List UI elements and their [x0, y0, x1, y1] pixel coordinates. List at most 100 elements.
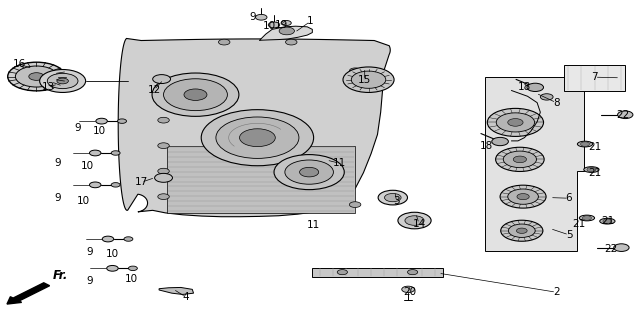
Circle shape — [349, 68, 361, 74]
Text: 9: 9 — [87, 276, 93, 286]
Text: 21: 21 — [601, 216, 614, 226]
Circle shape — [153, 75, 171, 84]
Circle shape — [90, 150, 101, 156]
Circle shape — [513, 156, 527, 163]
Circle shape — [503, 151, 536, 168]
Text: 2: 2 — [553, 287, 559, 297]
Circle shape — [337, 270, 348, 275]
Circle shape — [111, 151, 120, 155]
Text: 13: 13 — [42, 82, 55, 92]
Text: 10: 10 — [262, 21, 275, 31]
Circle shape — [40, 69, 86, 92]
Circle shape — [487, 108, 543, 136]
Ellipse shape — [600, 218, 615, 224]
Circle shape — [124, 237, 133, 241]
Text: 15: 15 — [358, 75, 371, 85]
Text: 1: 1 — [307, 16, 314, 27]
Polygon shape — [564, 65, 625, 91]
Text: 16: 16 — [13, 60, 26, 69]
Circle shape — [540, 94, 553, 100]
Text: 9: 9 — [55, 158, 61, 168]
Text: 4: 4 — [182, 292, 189, 302]
Circle shape — [349, 202, 361, 207]
Circle shape — [508, 119, 523, 126]
Circle shape — [496, 113, 534, 132]
Circle shape — [152, 73, 239, 116]
Text: 5: 5 — [566, 230, 572, 240]
Text: 21: 21 — [588, 142, 601, 152]
Circle shape — [408, 270, 418, 275]
Circle shape — [614, 244, 629, 252]
Text: 3: 3 — [394, 196, 400, 206]
Circle shape — [164, 79, 227, 111]
Circle shape — [102, 236, 114, 242]
Text: 14: 14 — [412, 219, 426, 229]
Text: 6: 6 — [566, 193, 572, 203]
Circle shape — [158, 168, 170, 174]
Circle shape — [158, 143, 170, 148]
Circle shape — [15, 66, 58, 87]
Circle shape — [285, 160, 333, 184]
Text: 21: 21 — [572, 219, 585, 229]
Polygon shape — [159, 287, 193, 294]
Circle shape — [274, 155, 344, 190]
Text: 10: 10 — [125, 275, 138, 284]
Circle shape — [603, 219, 612, 223]
Ellipse shape — [584, 167, 599, 172]
Text: 9: 9 — [55, 193, 61, 203]
Circle shape — [500, 220, 543, 241]
Circle shape — [29, 73, 44, 80]
Circle shape — [385, 194, 401, 202]
Polygon shape — [118, 38, 390, 217]
Circle shape — [618, 111, 633, 119]
Circle shape — [495, 147, 544, 172]
Text: 18: 18 — [518, 82, 531, 92]
Circle shape — [216, 117, 299, 158]
Circle shape — [8, 62, 65, 91]
Text: 12: 12 — [147, 85, 161, 95]
Text: 8: 8 — [553, 98, 559, 108]
Circle shape — [255, 14, 267, 20]
Ellipse shape — [579, 215, 595, 221]
Text: 11: 11 — [307, 220, 320, 230]
Ellipse shape — [577, 141, 593, 147]
Circle shape — [351, 71, 386, 88]
Circle shape — [279, 27, 294, 35]
Polygon shape — [484, 77, 584, 251]
Circle shape — [402, 286, 415, 292]
Circle shape — [47, 73, 78, 89]
Text: 22: 22 — [604, 244, 617, 254]
Text: 18: 18 — [479, 141, 493, 151]
Circle shape — [378, 190, 408, 205]
Circle shape — [582, 216, 591, 220]
Polygon shape — [167, 146, 355, 212]
Text: 22: 22 — [617, 110, 630, 120]
Text: 10: 10 — [77, 196, 90, 206]
Circle shape — [508, 189, 538, 204]
Circle shape — [508, 224, 535, 237]
Text: 9: 9 — [87, 247, 93, 257]
Circle shape — [405, 216, 424, 225]
Circle shape — [129, 266, 138, 270]
Circle shape — [281, 20, 291, 26]
Circle shape — [96, 118, 108, 124]
Circle shape — [500, 185, 546, 208]
Circle shape — [158, 117, 170, 123]
Text: 19: 19 — [275, 20, 288, 29]
Text: 10: 10 — [81, 161, 93, 172]
Text: 11: 11 — [333, 158, 346, 168]
Text: 17: 17 — [134, 177, 148, 187]
Circle shape — [285, 39, 297, 45]
Circle shape — [580, 142, 589, 146]
Circle shape — [118, 119, 127, 123]
Circle shape — [184, 89, 207, 100]
Text: 20: 20 — [403, 287, 416, 297]
Circle shape — [158, 194, 170, 199]
Circle shape — [90, 182, 101, 188]
Circle shape — [516, 228, 527, 233]
Text: 9: 9 — [250, 12, 256, 22]
Circle shape — [343, 67, 394, 92]
Circle shape — [201, 110, 314, 166]
Text: 10: 10 — [106, 249, 119, 259]
Polygon shape — [259, 26, 312, 41]
